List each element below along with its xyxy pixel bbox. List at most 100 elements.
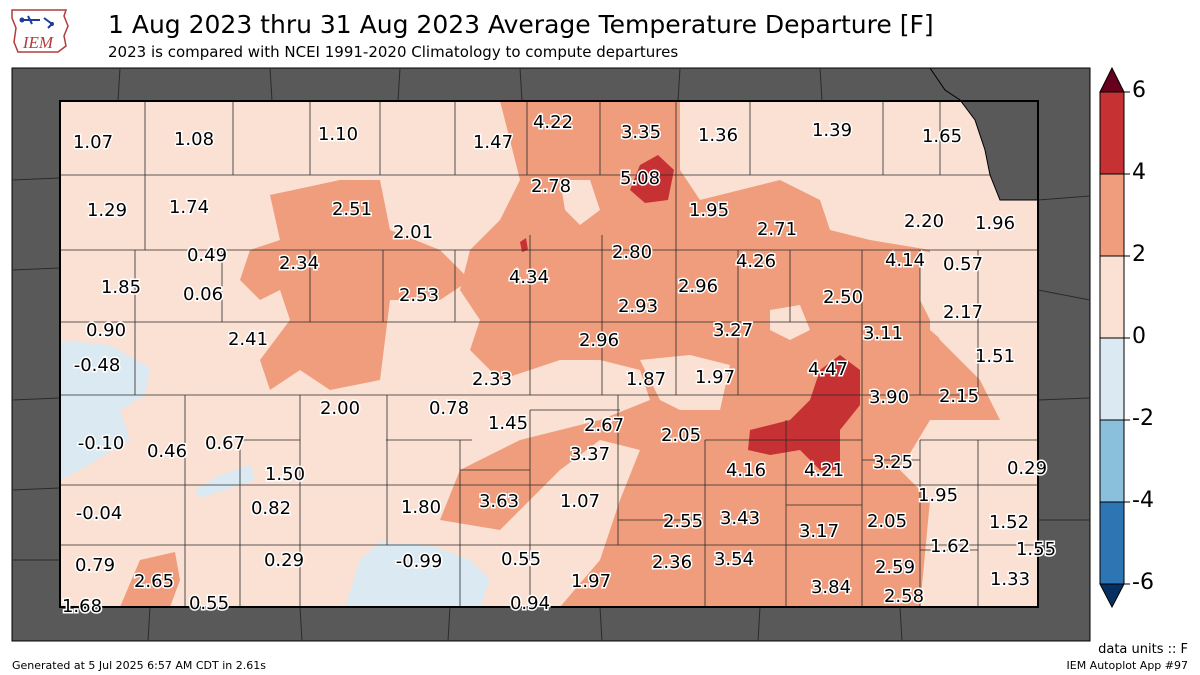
station-value-label: 2.96: [579, 330, 619, 351]
station-value-label: 0.55: [501, 549, 541, 570]
station-value-label: 1.85: [101, 277, 141, 298]
station-value-label: 1.96: [975, 213, 1015, 234]
station-value-label: 3.25: [873, 452, 913, 473]
colorbar-overflow-high: [1099, 66, 1125, 93]
map-subtitle: 2023 is compared with NCEI 1991-2020 Cli…: [108, 43, 679, 61]
station-value-label: 2.36: [652, 552, 692, 573]
station-value-label: 2.80: [612, 242, 652, 263]
station-value-label: 2.50: [823, 287, 863, 308]
station-labels: 1.07 1.08 1.10 1.47 4.22 3.35 1.36 1.39 1.65 1.29…: [60, 111, 1057, 619]
app-label: IEM Autoplot App #97: [1066, 659, 1189, 672]
station-value-label: 3.63: [479, 491, 519, 512]
station-value-label: 0.46: [147, 441, 187, 462]
station-value-label: 2.34: [279, 253, 319, 274]
band-m2-0: [60, 340, 490, 607]
colorbar-band-m6-m4: [1099, 501, 1125, 585]
colorbar-tick: 2: [1132, 242, 1146, 267]
station-value-label: 2.67: [584, 415, 624, 436]
station-value-label: 1.08: [174, 129, 214, 150]
station-value-label: 2.59: [875, 557, 915, 578]
station-value-label: 2.53: [399, 285, 439, 306]
station-value-label: 1.95: [689, 200, 729, 221]
station-value-label: 0.57: [943, 254, 983, 275]
station-value-label: 2.05: [661, 425, 701, 446]
station-value-label: 0.67: [205, 433, 245, 454]
data-units-label: data units :: F: [1098, 642, 1188, 657]
colorbar: [1099, 66, 1130, 609]
band-4-6: [520, 155, 860, 470]
colorbar-tick: 6: [1132, 78, 1146, 103]
station-value-label: 1.39: [812, 120, 852, 141]
station-value-label: 3.17: [799, 521, 839, 542]
station-value-label: 0.82: [251, 498, 291, 519]
iem-logo-text: IEM: [22, 33, 54, 52]
band-2-4: [120, 101, 1000, 607]
station-value-label: 3.11: [863, 323, 903, 344]
neighbor-borders: [11, 67, 1091, 642]
colorbar-tick: -2: [1132, 406, 1154, 431]
station-value-label: 2.41: [228, 329, 268, 350]
colorbar-band-0-2: [1099, 255, 1125, 339]
station-value-label: 1.87: [626, 369, 666, 390]
station-value-label: 4.14: [885, 250, 925, 271]
station-value-label: 1.65: [922, 126, 962, 147]
station-value-label: 1.95: [918, 485, 958, 506]
station-value-label: 2.55: [663, 511, 703, 532]
station-value-label: 1.97: [571, 571, 611, 592]
generated-timestamp: Generated at 5 Jul 2025 6:57 AM CDT in 2…: [12, 659, 266, 672]
station-value-label: 1.47: [473, 132, 513, 153]
station-value-label: 2.65: [134, 571, 174, 592]
station-value-label: 1.68: [62, 596, 102, 617]
station-value-label: 2.93: [618, 296, 658, 317]
station-value-label: 3.90: [869, 387, 909, 408]
colorbar-band-2-4: [1099, 173, 1125, 257]
station-value-label: 2.20: [904, 211, 944, 232]
station-value-label: 0.79: [75, 555, 115, 576]
station-value-label: 1.36: [698, 125, 738, 146]
colorbar-tick: -6: [1132, 570, 1154, 595]
band-0-2-islands: [560, 180, 1038, 420]
station-value-label: 0.78: [429, 398, 469, 419]
station-value-label: -0.10: [78, 433, 125, 454]
kansas-outline: [59, 100, 1039, 608]
colorbar-tick: -4: [1132, 488, 1154, 513]
station-value-label: 4.21: [804, 460, 844, 481]
station-value-label: 4.16: [726, 460, 766, 481]
station-value-label: 3.35: [621, 122, 661, 143]
colorbar-tick: 0: [1132, 324, 1146, 349]
station-value-label: 1.33: [990, 569, 1030, 590]
station-value-label: 2.58: [884, 586, 924, 607]
station-value-label: 1.10: [318, 124, 358, 145]
station-value-label: 2.51: [332, 199, 372, 220]
station-value-label: 3.27: [713, 320, 753, 341]
station-value-label: 0.55: [189, 593, 229, 614]
station-value-label: -0.48: [74, 355, 121, 376]
station-value-label: 4.47: [808, 359, 848, 380]
station-value-label: -0.99: [396, 551, 443, 572]
colorbar-band-4-6: [1099, 91, 1125, 175]
station-value-label: 2.71: [757, 219, 797, 240]
station-value-label: 1.51: [975, 346, 1015, 367]
station-value-label: 3.43: [720, 508, 760, 529]
station-value-label: 1.52: [989, 512, 1029, 533]
map-title: 1 Aug 2023 thru 31 Aug 2023 Average Temp…: [108, 10, 934, 39]
station-value-label: 1.29: [87, 200, 127, 221]
station-value-label: 0.49: [187, 245, 227, 266]
station-value-label: 2.15: [939, 386, 979, 407]
station-value-label: 1.97: [695, 367, 735, 388]
station-value-label: 2.05: [867, 511, 907, 532]
station-value-label: 5.08: [620, 168, 660, 189]
station-value-label: 4.34: [509, 267, 549, 288]
station-value-label: 1.50: [265, 464, 305, 485]
station-value-label: 2.17: [943, 302, 983, 323]
station-value-label: 1.07: [73, 132, 113, 153]
station-value-label: 2.01: [393, 222, 433, 243]
station-value-label: 0.06: [183, 284, 223, 305]
station-value-label: 3.54: [714, 549, 754, 570]
colorbar-band-m4-m2: [1099, 419, 1125, 503]
iem-logo: IEM: [11, 9, 69, 53]
station-value-label: 4.22: [533, 112, 573, 133]
station-value-label: 1.45: [488, 413, 528, 434]
station-value-label: 3.84: [811, 577, 851, 598]
